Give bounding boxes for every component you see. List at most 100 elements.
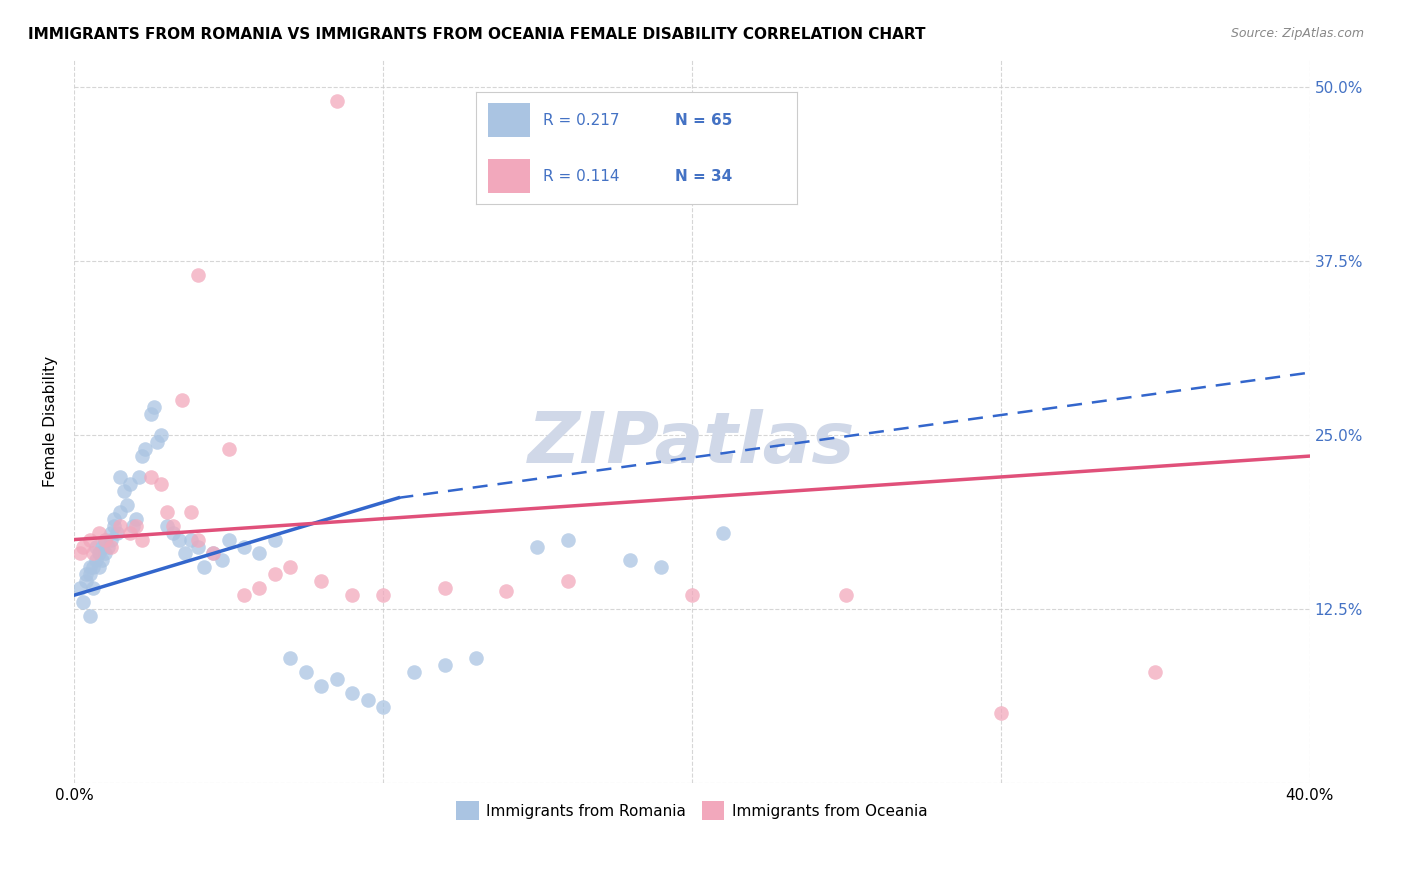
Point: [131, 533, 153, 547]
Point: [94, 547, 117, 561]
Point: [75, 574, 97, 589]
Point: [433, 657, 456, 672]
Point: [263, 533, 285, 547]
Point: [1144, 665, 1167, 679]
Point: [681, 588, 703, 602]
Point: [202, 547, 225, 561]
Point: [79, 560, 101, 574]
Point: [309, 679, 332, 693]
Point: [69, 581, 91, 595]
Point: [619, 553, 641, 567]
Point: [557, 574, 579, 589]
Point: [118, 477, 141, 491]
Point: [218, 442, 240, 457]
Point: [340, 685, 363, 699]
Point: [711, 525, 734, 540]
Point: [149, 477, 172, 491]
Point: [87, 547, 110, 561]
Point: [187, 540, 209, 554]
Point: [402, 665, 425, 679]
Point: [84, 540, 107, 554]
Point: [82, 547, 104, 561]
Point: [149, 428, 172, 442]
Point: [156, 518, 179, 533]
Point: [143, 401, 166, 415]
Point: [156, 505, 179, 519]
Point: [294, 665, 316, 679]
Point: [356, 692, 378, 706]
Point: [131, 449, 153, 463]
Point: [433, 581, 456, 595]
Legend: Immigrants from Romania, Immigrants from Oceania: Immigrants from Romania, Immigrants from…: [450, 795, 934, 826]
Point: [82, 560, 104, 574]
Point: [162, 518, 184, 533]
Text: ZIPatlas: ZIPatlas: [529, 409, 855, 477]
Point: [835, 588, 858, 602]
Point: [557, 533, 579, 547]
Point: [233, 588, 256, 602]
Point: [110, 505, 132, 519]
Point: [94, 533, 117, 547]
Point: [75, 567, 97, 582]
Point: [125, 512, 148, 526]
Text: Source: ZipAtlas.com: Source: ZipAtlas.com: [1230, 27, 1364, 40]
Point: [100, 540, 122, 554]
Y-axis label: Female Disability: Female Disability: [44, 356, 58, 487]
Point: [263, 567, 285, 582]
Point: [187, 268, 209, 283]
Point: [87, 560, 110, 574]
Point: [94, 533, 117, 547]
Point: [180, 505, 202, 519]
Point: [115, 498, 138, 512]
Point: [146, 435, 169, 450]
Point: [105, 525, 128, 540]
Point: [325, 672, 347, 686]
Point: [202, 547, 225, 561]
Point: [79, 567, 101, 582]
Point: [112, 483, 135, 498]
Point: [72, 595, 94, 609]
Point: [134, 442, 156, 457]
Point: [125, 518, 148, 533]
Point: [187, 533, 209, 547]
Point: [82, 581, 104, 595]
Point: [278, 560, 301, 574]
Point: [172, 393, 194, 408]
Point: [90, 540, 112, 554]
Point: [103, 512, 125, 526]
Point: [247, 581, 270, 595]
Point: [100, 533, 122, 547]
Point: [464, 650, 486, 665]
Point: [495, 584, 517, 599]
Point: [79, 609, 101, 624]
Point: [167, 533, 190, 547]
Point: [990, 706, 1012, 721]
Point: [180, 533, 202, 547]
Point: [87, 525, 110, 540]
Point: [97, 540, 120, 554]
Point: [650, 560, 672, 574]
Point: [278, 650, 301, 665]
Point: [110, 470, 132, 484]
Point: [110, 518, 132, 533]
Point: [174, 547, 197, 561]
Point: [193, 560, 215, 574]
Point: [141, 470, 163, 484]
Point: [100, 525, 122, 540]
Point: [84, 553, 107, 567]
Point: [247, 547, 270, 561]
Point: [309, 574, 332, 589]
Point: [371, 699, 394, 714]
Point: [325, 95, 347, 109]
Point: [162, 525, 184, 540]
Point: [103, 518, 125, 533]
Point: [69, 547, 91, 561]
Point: [233, 540, 256, 554]
Text: IMMIGRANTS FROM ROMANIA VS IMMIGRANTS FROM OCEANIA FEMALE DISABILITY CORRELATION: IMMIGRANTS FROM ROMANIA VS IMMIGRANTS FR…: [28, 27, 925, 42]
Point: [141, 408, 163, 422]
Point: [72, 540, 94, 554]
Point: [118, 525, 141, 540]
Point: [121, 518, 143, 533]
Point: [211, 553, 233, 567]
Point: [128, 470, 150, 484]
